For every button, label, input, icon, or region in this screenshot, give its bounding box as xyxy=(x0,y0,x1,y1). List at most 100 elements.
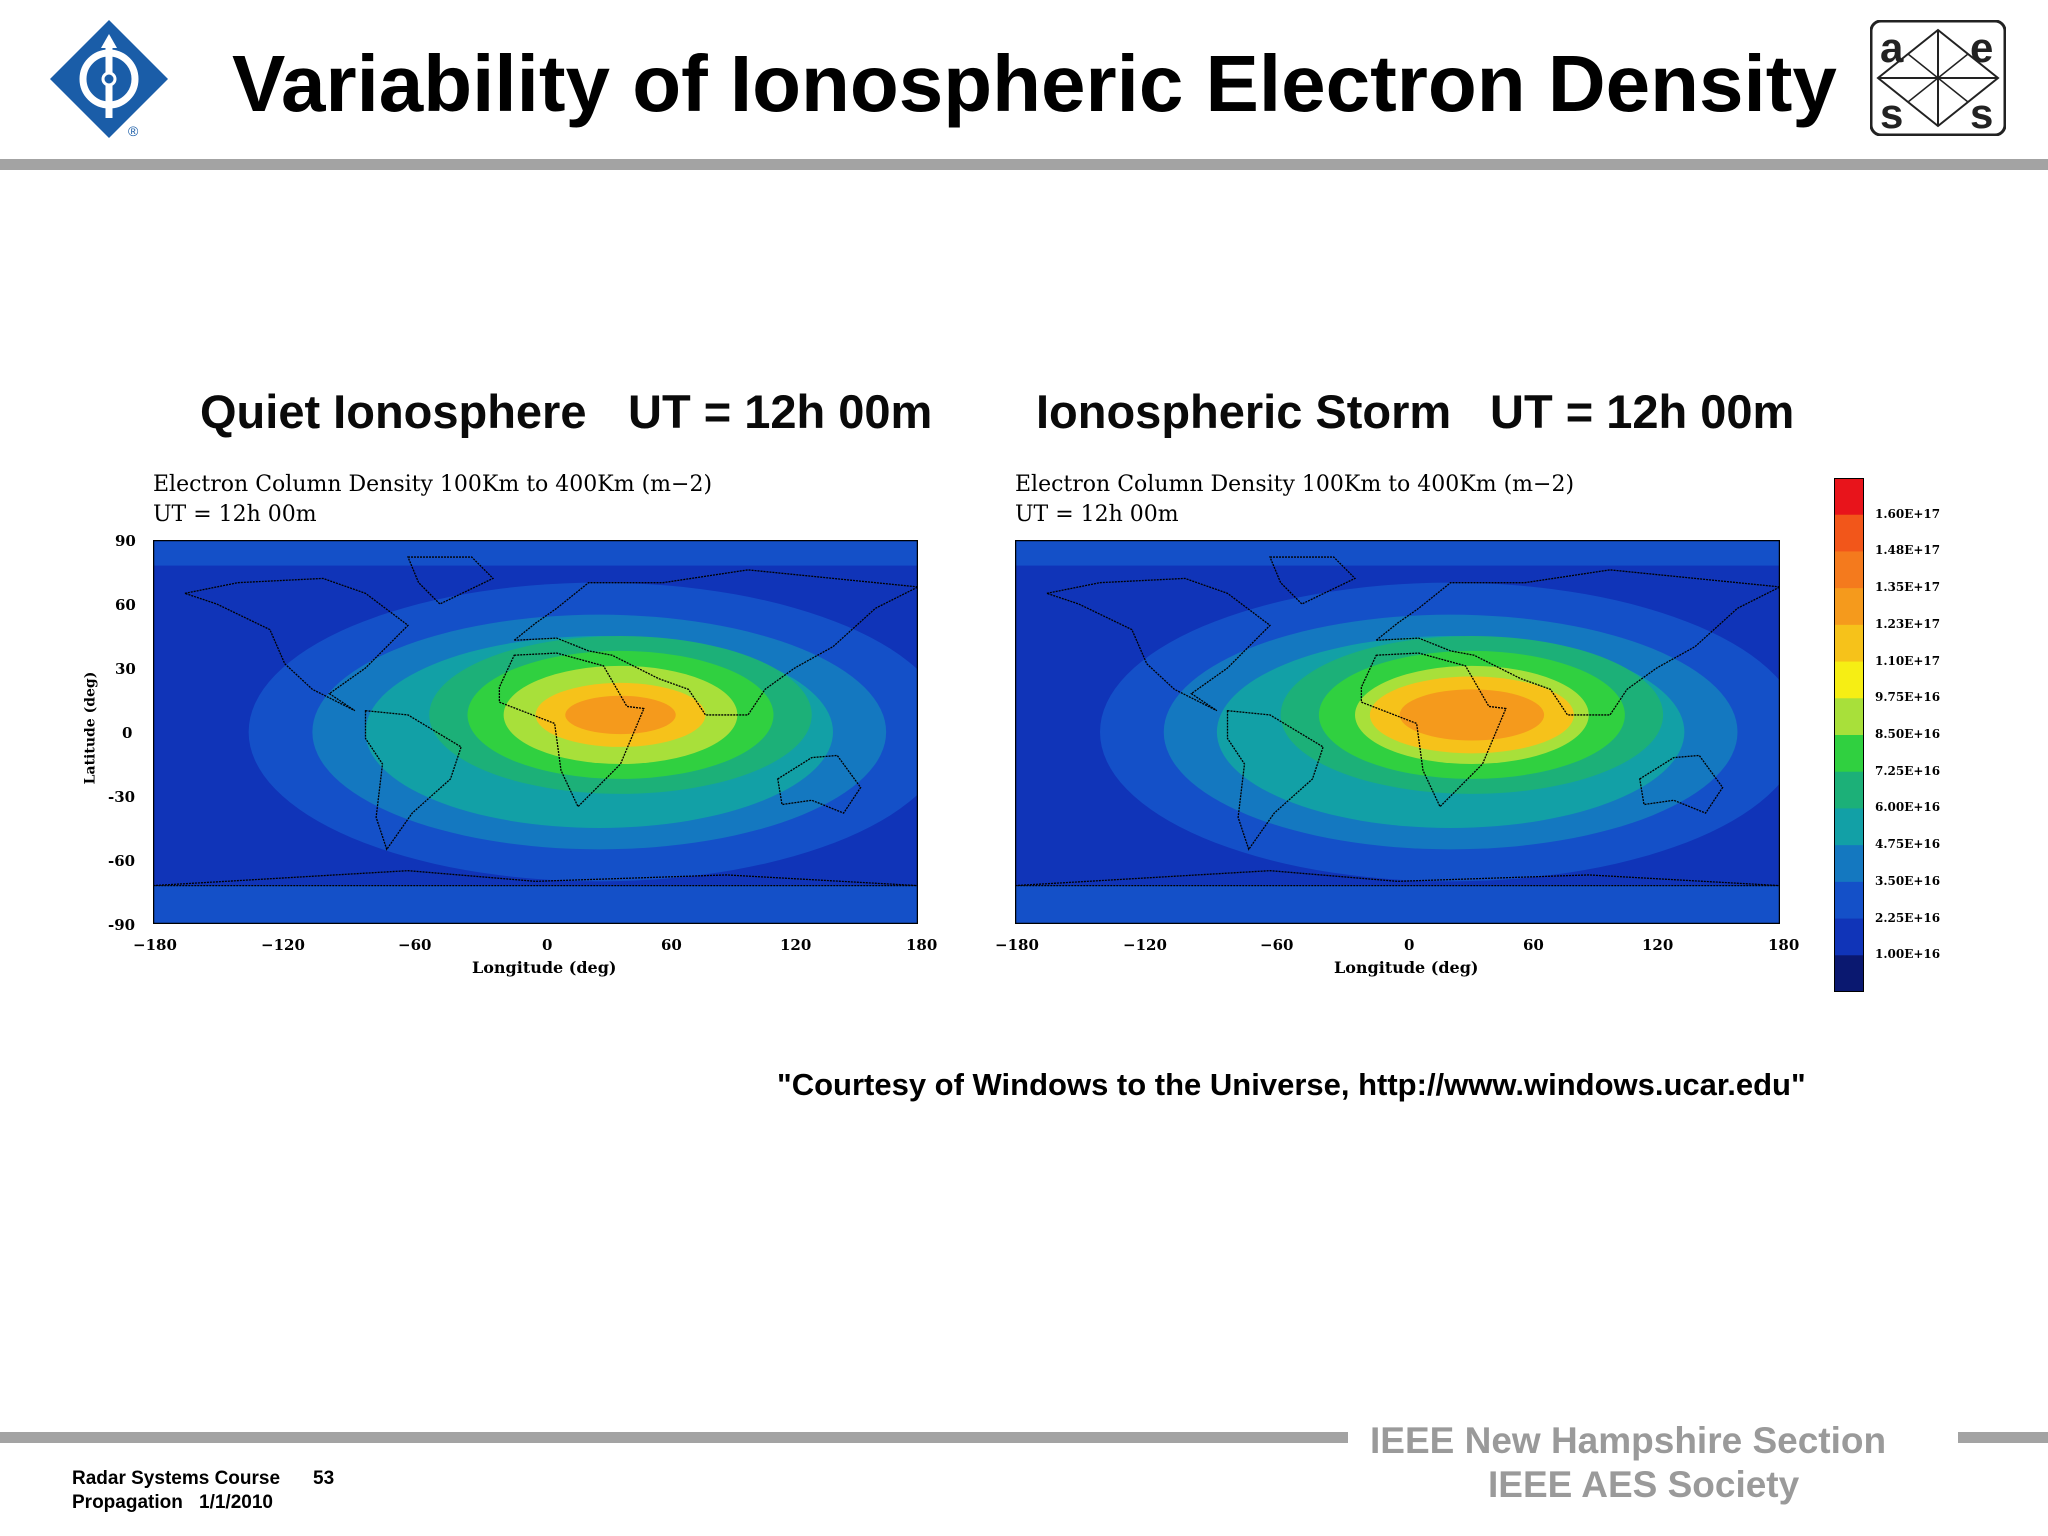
panel-heading-storm: Ionospheric Storm xyxy=(1036,385,1452,438)
panel-heading-quiet: Quiet Ionosphere xyxy=(200,385,587,438)
svg-text:s: s xyxy=(1880,90,1903,136)
y-tick: -30 xyxy=(108,788,136,806)
continent-outline xyxy=(1374,569,1783,716)
colorbar-label: 6.00E+16 xyxy=(1875,800,1941,815)
colorbar xyxy=(1834,478,1864,993)
map-frame xyxy=(1014,539,1781,925)
x-tick: −180 xyxy=(995,936,1039,954)
footer-page-number: 53 xyxy=(313,1468,335,1489)
footer-divider-right xyxy=(1958,1432,2048,1443)
continent-outline xyxy=(498,652,645,808)
continent-outline xyxy=(1269,556,1357,605)
colorbar-band xyxy=(1834,624,1864,663)
y-tick: 30 xyxy=(115,660,136,678)
x-tick: −120 xyxy=(1123,936,1167,954)
map-time-quiet: UT = 12h 00m xyxy=(153,502,317,527)
x-tick: 60 xyxy=(661,936,682,954)
colorbar-label: 7.25E+16 xyxy=(1875,763,1941,778)
map-title-storm: Electron Column Density 100Km to 400Km (… xyxy=(1015,472,1575,497)
colorbar-label: 8.50E+16 xyxy=(1875,727,1941,741)
y-axis-label: Latitude (deg) xyxy=(82,671,99,785)
x-tick: 0 xyxy=(1404,936,1415,954)
colorbar-label: 3.50E+16 xyxy=(1875,873,1941,888)
x-tick: −180 xyxy=(133,936,177,954)
x-axis-label: Longitude (deg) xyxy=(1334,958,1479,977)
x-tick: 120 xyxy=(1642,936,1674,954)
y-tick: -60 xyxy=(108,852,136,870)
polar-band xyxy=(153,885,918,924)
colorbar-band xyxy=(1834,771,1864,809)
continent-outline xyxy=(1226,709,1324,851)
x-tick: 120 xyxy=(780,936,812,954)
map-title-quiet: Electron Column Density 100Km to 400Km (… xyxy=(153,472,713,497)
footer-topic: Propagation xyxy=(72,1492,183,1513)
colorbar-label: 4.75E+16 xyxy=(1875,837,1941,852)
courtesy-note: "Courtesy of Windows to the Universe, ht… xyxy=(777,1067,1806,1102)
continent-outline xyxy=(512,569,921,716)
x-tick: −120 xyxy=(261,936,305,954)
x-tick: −60 xyxy=(398,936,432,954)
footer-section: IEEE New Hampshire Section xyxy=(1370,1420,1887,1461)
colorbar-band xyxy=(1834,845,1864,883)
svg-text:e: e xyxy=(1970,24,1993,71)
map-time-storm: UT = 12h 00m xyxy=(1015,502,1179,527)
map-frame xyxy=(152,539,919,925)
continent-outline xyxy=(1639,754,1724,814)
continent-outline xyxy=(407,556,495,605)
colorbar-band xyxy=(1834,478,1864,516)
x-axis-label: Longitude (deg) xyxy=(472,958,617,977)
colorbar-label: 1.48E+17 xyxy=(1875,543,1941,558)
y-tick: 90 xyxy=(115,532,136,550)
density-map-quiet xyxy=(152,539,950,925)
continent-outline xyxy=(182,577,409,712)
colorbar-band xyxy=(1834,735,1864,773)
colorbar-band xyxy=(1834,661,1864,699)
ieee-logo: ® xyxy=(48,18,170,140)
colorbar-label: 1.60E+17 xyxy=(1875,506,1941,521)
colorbar-band xyxy=(1834,514,1864,552)
continent-outline xyxy=(364,709,462,851)
footer-divider-left xyxy=(0,1432,1348,1443)
colorbar-label: 9.75E+16 xyxy=(1875,690,1941,705)
colorbar-label: 1.10E+17 xyxy=(1875,653,1941,668)
footer-course: Radar Systems Course xyxy=(72,1468,281,1489)
colorbar-band xyxy=(1834,881,1864,920)
density-map-storm xyxy=(1014,539,1802,925)
colorbar-band xyxy=(1834,955,1864,993)
panel-time-quiet: UT = 12h 00m xyxy=(628,385,933,438)
continent-outline xyxy=(777,754,862,814)
panel-time-storm: UT = 12h 00m xyxy=(1490,385,1795,438)
svg-text:®: ® xyxy=(128,123,139,139)
continent-outline xyxy=(1360,652,1507,808)
x-tick: 180 xyxy=(1768,936,1800,954)
x-tick: −60 xyxy=(1260,936,1294,954)
x-tick: 180 xyxy=(906,936,938,954)
colorbar-band xyxy=(1834,808,1864,846)
continent-outline xyxy=(1044,577,1271,712)
polar-band xyxy=(153,540,918,566)
colorbar-label: 1.00E+16 xyxy=(1875,947,1941,962)
polar-band xyxy=(1015,885,1780,924)
colorbar-band xyxy=(1834,918,1864,956)
colorbar-band xyxy=(1834,551,1864,589)
footer-society: IEEE AES Society xyxy=(1488,1464,1800,1505)
x-tick: 60 xyxy=(1523,936,1544,954)
polar-band xyxy=(1015,540,1780,566)
footer-date: 1/1/2010 xyxy=(199,1492,273,1513)
header-divider xyxy=(0,159,2048,170)
x-tick: 0 xyxy=(542,936,553,954)
y-tick: 0 xyxy=(122,724,133,742)
svg-text:s: s xyxy=(1970,90,1993,136)
colorbar-band xyxy=(1834,588,1864,626)
density-contour xyxy=(565,695,676,735)
aes-logo: a e s s xyxy=(1869,19,2007,137)
y-tick: -90 xyxy=(108,916,136,934)
svg-text:a: a xyxy=(1880,24,1904,71)
colorbar-label: 1.23E+17 xyxy=(1875,616,1941,631)
density-contour xyxy=(1399,689,1545,741)
colorbar-band xyxy=(1834,698,1864,736)
colorbar-label: 2.25E+16 xyxy=(1875,910,1941,925)
y-tick: 60 xyxy=(115,596,136,614)
slide-title: Variability of Ionospheric Electron Dens… xyxy=(232,39,1837,128)
colorbar-label: 1.35E+17 xyxy=(1875,580,1941,595)
